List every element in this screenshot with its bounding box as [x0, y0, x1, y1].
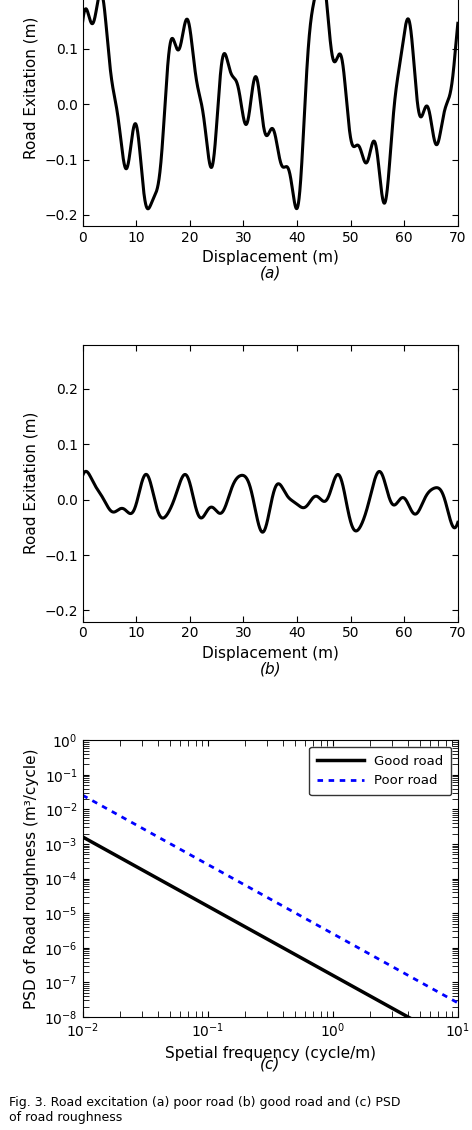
X-axis label: Displacement (m): Displacement (m) — [202, 646, 338, 661]
Text: (b): (b) — [260, 661, 281, 676]
Good road — [258, 929, 264, 942]
Line: Good road: Good road — [83, 837, 458, 1044]
Good road — [388, 1000, 393, 1014]
Poor road — [260, 888, 266, 902]
Poor road — [446, 991, 452, 1005]
X-axis label: Displacement (m): Displacement (m) — [202, 251, 338, 266]
Poor road — [80, 789, 85, 802]
Good road — [303, 954, 309, 967]
Good road — [80, 831, 85, 844]
Poor road — [455, 996, 461, 1009]
Good road — [260, 930, 266, 944]
Poor road — [283, 901, 288, 914]
Y-axis label: Road Exitation (m): Road Exitation (m) — [24, 412, 39, 554]
Good road — [455, 1037, 461, 1051]
Line: Poor road: Poor road — [83, 796, 458, 1002]
Poor road — [303, 912, 309, 925]
Poor road — [258, 887, 264, 901]
Y-axis label: Road Exitation (m): Road Exitation (m) — [24, 17, 39, 158]
Legend: Good road, Poor road: Good road, Poor road — [310, 747, 451, 796]
Good road — [446, 1033, 452, 1046]
Y-axis label: PSD of Road roughness (m³/cycle): PSD of Road roughness (m³/cycle) — [24, 748, 39, 1009]
X-axis label: Spetial frequency (cycle/m): Spetial frequency (cycle/m) — [165, 1046, 376, 1061]
Text: Fig. 3. Road excitation (a) poor road (b) good road and (c) PSD
of road roughnes: Fig. 3. Road excitation (a) poor road (b… — [9, 1096, 401, 1124]
Text: (c): (c) — [260, 1057, 280, 1071]
Poor road — [388, 958, 393, 972]
Good road — [283, 942, 288, 956]
Text: (a): (a) — [260, 266, 281, 280]
